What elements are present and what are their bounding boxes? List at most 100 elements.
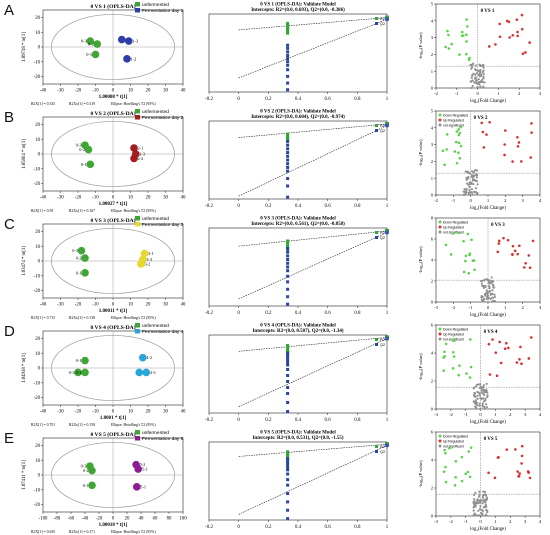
opls-score-plot: 0 VS 5 (OPLS-DA)-100 -80 -60 -40 -20 0 20 40 60 8… [22, 430, 187, 534]
q2-original-point [385, 443, 389, 448]
q2-permutation-point [286, 88, 290, 92]
not-significant-point [483, 278, 486, 281]
panel-letter: C [4, 216, 15, 233]
x-tick-label: 4 [539, 198, 542, 203]
x-tick-label: 0 [112, 410, 115, 415]
not-significant-point [482, 66, 485, 69]
not-significant-point [470, 191, 474, 194]
not-significant-point [470, 86, 473, 90]
up-regulated-point [499, 361, 503, 365]
sample-label: 1-3 [132, 39, 138, 44]
not-significant-point [470, 182, 473, 185]
down-regulated-point [444, 451, 447, 455]
not-significant-point [471, 84, 474, 88]
y-tick-label: 5 [431, 2, 434, 7]
up-regulated-point [481, 130, 485, 134]
q2-regression-line [238, 445, 388, 515]
not-significant-point [470, 188, 474, 191]
not-significant-point [491, 300, 494, 303]
y-tick-label: -10 [34, 274, 41, 279]
legend-label: Down Regulated [443, 113, 468, 117]
y-tick-label: 10 [35, 138, 40, 143]
up-regulated-point [528, 476, 532, 480]
not-significant-point [483, 390, 486, 394]
not-significant-point [484, 403, 488, 406]
down-regulated-point [449, 253, 453, 256]
y-tick-label: -10 [34, 167, 41, 172]
panel-letter: D [4, 323, 15, 340]
not-significant-point [480, 282, 484, 285]
not-significant-point [477, 383, 480, 386]
not-significant-point [482, 386, 485, 389]
x-tick-label: -3 [434, 305, 439, 310]
not-significant-point [475, 71, 479, 75]
not-significant-point [480, 385, 483, 388]
up-regulated-point [503, 347, 507, 351]
legend-swatch [375, 450, 378, 453]
not-significant-point [483, 293, 486, 296]
q2-permutation-point [286, 68, 290, 72]
not-significant-point [491, 289, 494, 292]
opls-score-plot: 0 VS 4 (OPLS-DA) -40 -30 -20 -10 0 10 20 30 40 20 1… [22, 323, 186, 427]
y-tick-label: 0 [431, 514, 434, 519]
legend-label: unfermented [142, 109, 169, 115]
up-regulated-point [503, 143, 506, 146]
up-regulated-point [495, 374, 499, 377]
up-regulated-point [497, 242, 501, 245]
up-regulated-point [502, 236, 505, 240]
not-significant-point [483, 389, 486, 392]
legend-swatch [135, 216, 140, 221]
y-tick-label: 0 [38, 46, 41, 51]
x-tick-label: 2 [518, 91, 521, 96]
up-regulated-point [518, 472, 521, 475]
legend-swatch [438, 444, 442, 448]
x-tick-label: 1 [497, 91, 500, 96]
x-tick-label: 0 [112, 196, 115, 201]
validate-frame [208, 441, 388, 521]
volcano-ylabel: -log₁₀(P value) [418, 460, 423, 488]
q2-original-point [385, 17, 389, 22]
x-tick-label: 0.2 [265, 311, 272, 316]
down-regulated-point [454, 459, 458, 463]
q2-permutation-point [286, 57, 290, 61]
not-significant-point [489, 297, 492, 301]
not-significant-point [486, 291, 489, 294]
sample-point [138, 353, 147, 362]
opls-stat: Ellipse: Hotelling's T2 (95%) [111, 316, 156, 320]
x-tick-label: -30 [57, 196, 64, 201]
up-regulated-point [480, 121, 484, 125]
y-tick-label: 0 [431, 193, 434, 198]
not-significant-point [481, 502, 484, 505]
down-regulated-point [443, 448, 446, 452]
legend-label: Down Regulated [443, 220, 468, 224]
down-regulated-point [458, 156, 462, 160]
down-regulated-point [466, 470, 470, 474]
hotelling-ellipse [51, 228, 175, 294]
not-significant-point [484, 494, 488, 497]
opls-xlabel: 1.0001 * t[1] [100, 416, 127, 421]
not-significant-point [473, 178, 477, 182]
y-tick-label: 0 [38, 260, 41, 265]
legend-swatch [135, 2, 140, 7]
x-tick-label: 0.4 [295, 525, 302, 530]
x-tick-label: 3 [522, 198, 525, 203]
x-tick-label: 40 [181, 410, 186, 415]
not-significant-point [469, 80, 472, 83]
not-significant-point [492, 286, 495, 289]
up-regulated-point [487, 45, 491, 48]
y-tick-label: 4 [431, 458, 434, 463]
opls-ylabel: 1.04918 * to[1] [22, 353, 27, 383]
legend-swatch [135, 430, 140, 435]
down-regulated-point [469, 446, 473, 449]
legend-swatch [438, 439, 442, 443]
opls-stat: R2Xo[1] = 0.319 [69, 102, 95, 106]
x-tick-label: 30 [163, 89, 168, 94]
x-tick-label: 20 [146, 410, 151, 415]
y-tick-label: 0 [38, 367, 41, 372]
not-significant-point [468, 193, 471, 196]
q2-permutation-point [286, 363, 290, 367]
not-significant-point [481, 405, 484, 408]
down-regulated-point [453, 484, 457, 487]
down-regulated-point [442, 356, 445, 359]
